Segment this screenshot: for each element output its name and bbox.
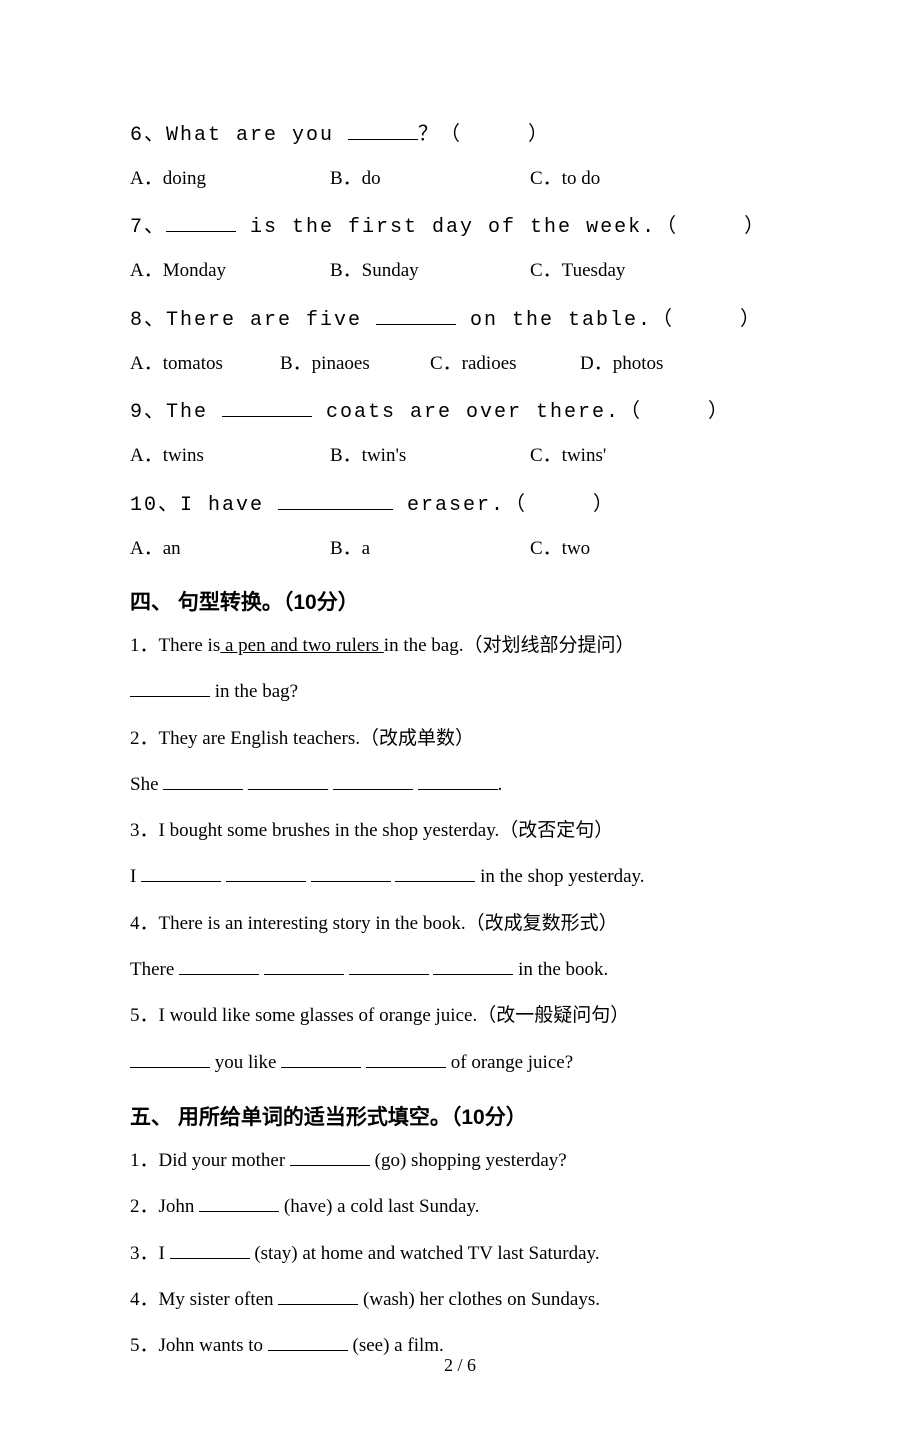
answer-blank[interactable] — [170, 1258, 250, 1259]
worksheet-page: 6、What are you ？（ ） A．doingB．doC．to do 7、 … — [0, 0, 920, 1436]
answer-blank[interactable] — [163, 789, 243, 790]
section-4-heading: 四、 句型转换。（10分） — [130, 586, 790, 616]
answer-options: A．anB．aC．two — [130, 534, 790, 564]
answer-option[interactable]: D．photos — [580, 349, 730, 379]
transform-answer-line: She . — [130, 769, 790, 801]
answer-options: A．doingB．doC．to do — [130, 164, 790, 194]
fill-blank-line: 3．I (stay) at home and watched TV last S… — [130, 1238, 790, 1270]
answer-option[interactable]: A．an — [130, 534, 330, 564]
answer-blank[interactable] — [433, 974, 513, 975]
answer-option[interactable]: A．twins — [130, 441, 330, 471]
answer-option[interactable]: A．tomatos — [130, 349, 280, 379]
section-4-items: 1．There is a pen and two rulers in the b… — [130, 630, 790, 1079]
answer-blank[interactable] — [366, 1067, 446, 1068]
answer-option[interactable]: B．Sunday — [330, 256, 530, 286]
question-stem: 7、 is the first day of the week.（ ） — [130, 212, 790, 244]
answer-option[interactable]: A．Monday — [130, 256, 330, 286]
answer-options: A．twinsB．twin'sC．twins' — [130, 441, 790, 471]
question-stem: 6、What are you ？（ ） — [130, 120, 790, 152]
answer-option[interactable]: B．do — [330, 164, 530, 194]
answer-blank[interactable] — [290, 1165, 370, 1166]
answer-blank[interactable] — [281, 1067, 361, 1068]
answer-blank[interactable] — [395, 881, 475, 882]
answer-options: A．tomatosB．pinaoesC．radioesD．photos — [130, 349, 790, 379]
underlined-text: a pen and two rulers — [220, 635, 384, 656]
multiple-choice-block: 6、What are you ？（ ） A．doingB．doC．to do 7、 … — [130, 120, 790, 564]
answer-options: A．MondayB．SundayC．Tuesday — [130, 256, 790, 286]
answer-blank[interactable] — [333, 789, 413, 790]
transform-prompt: 5．I would like some glasses of orange ju… — [130, 1000, 790, 1032]
section-5-heading: 五、 用所给单词的适当形式填空。（10分） — [130, 1101, 790, 1131]
fill-blank-line: 4．My sister often (wash) her clothes on … — [130, 1284, 790, 1316]
answer-option[interactable]: C．two — [530, 534, 730, 564]
answer-blank[interactable] — [278, 1304, 358, 1305]
answer-blank[interactable] — [166, 231, 236, 232]
fill-blank-line: 1．Did your mother (go) shopping yesterda… — [130, 1145, 790, 1177]
answer-option[interactable]: A．doing — [130, 164, 330, 194]
answer-blank[interactable] — [226, 881, 306, 882]
answer-option[interactable]: C．radioes — [430, 349, 580, 379]
transform-prompt: 1．There is a pen and two rulers in the b… — [130, 630, 790, 662]
answer-blank[interactable] — [311, 881, 391, 882]
answer-option[interactable]: C．twins' — [530, 441, 730, 471]
answer-option[interactable]: B．pinaoes — [280, 349, 430, 379]
answer-option[interactable]: B．twin's — [330, 441, 530, 471]
answer-blank[interactable] — [268, 1350, 348, 1351]
answer-blank[interactable] — [248, 789, 328, 790]
answer-blank[interactable] — [264, 974, 344, 975]
transform-prompt: 2．They are English teachers.（改成单数） — [130, 723, 790, 755]
question-stem: 9、The coats are over there.（ ） — [130, 397, 790, 429]
transform-answer-line: There in the book. — [130, 954, 790, 986]
answer-blank[interactable] — [348, 139, 418, 140]
answer-blank[interactable] — [418, 789, 498, 790]
transform-answer-line: I in the shop yesterday. — [130, 861, 790, 893]
page-number: 2 / 6 — [0, 1355, 920, 1376]
answer-blank[interactable] — [349, 974, 429, 975]
answer-option[interactable]: B．a — [330, 534, 530, 564]
transform-prompt: 4．There is an interesting story in the b… — [130, 908, 790, 940]
answer-blank[interactable] — [179, 974, 259, 975]
answer-blank[interactable] — [141, 881, 221, 882]
transform-answer-line: you like of orange juice? — [130, 1047, 790, 1079]
answer-blank[interactable] — [130, 696, 210, 697]
question-stem: 10、I have eraser.（ ） — [130, 490, 790, 522]
section-5-items: 1．Did your mother (go) shopping yesterda… — [130, 1145, 790, 1362]
answer-option[interactable]: C．to do — [530, 164, 730, 194]
answer-blank[interactable] — [278, 509, 393, 510]
answer-blank[interactable] — [222, 416, 312, 417]
question-stem: 8、There are five on the table.（ ） — [130, 305, 790, 337]
answer-blank[interactable] — [130, 1067, 210, 1068]
transform-prompt: 3．I bought some brushes in the shop yest… — [130, 815, 790, 847]
answer-blank[interactable] — [199, 1211, 279, 1212]
answer-option[interactable]: C．Tuesday — [530, 256, 730, 286]
fill-blank-line: 2．John (have) a cold last Sunday. — [130, 1191, 790, 1223]
answer-blank[interactable] — [376, 324, 456, 325]
transform-answer-line: in the bag? — [130, 676, 790, 708]
